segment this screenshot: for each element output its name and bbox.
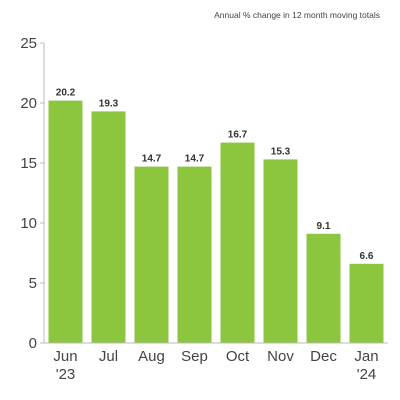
x-tick-label: Sep <box>181 348 208 365</box>
x-tick-label: '24 <box>357 366 377 383</box>
chart-subtitle: Annual % change in 12 month moving total… <box>214 10 380 20</box>
bar <box>220 142 255 343</box>
data-label: 9.1 <box>317 221 331 232</box>
x-tick-label: Jul <box>99 348 118 365</box>
y-tick-label: 10 <box>20 215 37 232</box>
y-tick-label: 20 <box>20 95 37 112</box>
data-label: 16.7 <box>228 130 248 141</box>
data-labels: 20.2 19.3 14.7 14.7 16.7 15.3 9.1 6.6 <box>56 88 374 262</box>
y-tick-label: 5 <box>29 275 37 292</box>
x-tick-label: Jan <box>354 348 378 365</box>
data-label: 15.3 <box>271 146 291 157</box>
bars <box>48 100 384 344</box>
data-label: 19.3 <box>99 98 119 109</box>
x-tick-label: Jun <box>53 348 77 365</box>
bar <box>91 111 126 344</box>
x-axis: Jun'23 Jul Aug Sep Oct Nov Dec Jan'24 <box>44 342 388 383</box>
data-label: 14.7 <box>185 154 205 165</box>
y-tick-label: 0 <box>29 335 37 352</box>
bar <box>263 159 298 343</box>
y-tick-label: 25 <box>20 35 37 52</box>
y-tick-label: 15 <box>20 155 37 172</box>
bar <box>349 263 384 343</box>
data-label: 14.7 <box>142 154 162 165</box>
bar <box>134 166 169 343</box>
bar <box>306 233 341 343</box>
x-tick-label: Oct <box>226 348 250 365</box>
data-label: 20.2 <box>56 88 76 99</box>
bar <box>48 100 83 343</box>
x-tick-label: Nov <box>267 348 294 365</box>
y-axis: 0 5 10 15 20 25 <box>20 35 45 352</box>
x-tick-label: Aug <box>138 348 165 365</box>
bar <box>177 166 212 343</box>
x-tick-label: Dec <box>310 348 337 365</box>
x-tick-label: '23 <box>56 366 76 383</box>
data-label: 6.6 <box>360 251 374 262</box>
